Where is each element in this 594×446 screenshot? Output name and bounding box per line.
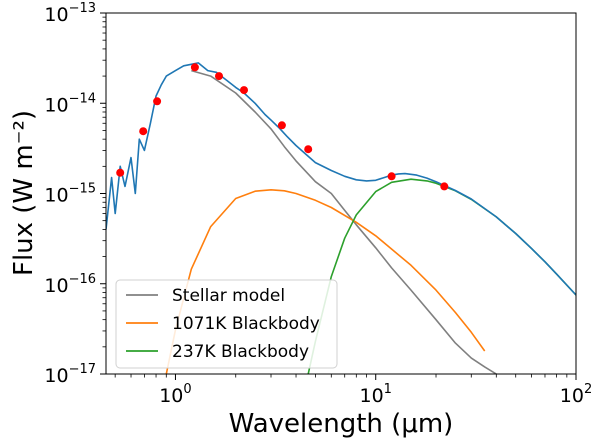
photometry-point (277, 121, 286, 130)
y-axis-label: Flux (W m⁻²) (9, 110, 39, 276)
legend-box (115, 279, 338, 369)
photometry-point (116, 168, 125, 177)
photometry-point (153, 97, 162, 106)
photometry-point (440, 182, 449, 191)
photometry-points (116, 63, 449, 191)
legend-label-237k-blackbody: 237K Blackbody (172, 342, 309, 362)
series-line-1071k-blackbody (165, 189, 486, 374)
photometry-point (215, 72, 223, 81)
photometry-point (139, 127, 148, 136)
photometry-point (240, 86, 248, 95)
photometry-point (190, 63, 199, 72)
legend-label-1071k-blackbody: 1071K Blackbody (172, 314, 320, 334)
series-layer (106, 62, 576, 374)
legend: Stellar model 1071K Blackbody 237K Black… (115, 279, 338, 369)
photometry-point (387, 172, 396, 181)
series-line-stellar-model (191, 69, 497, 374)
photometry-point (304, 145, 313, 154)
x-axis-label: Wavelength (μm) (229, 409, 454, 439)
series-line-observed-sed (106, 62, 576, 296)
x-tick-label: 100 (159, 382, 191, 407)
legend-label-stellar-model: Stellar model (172, 286, 285, 306)
